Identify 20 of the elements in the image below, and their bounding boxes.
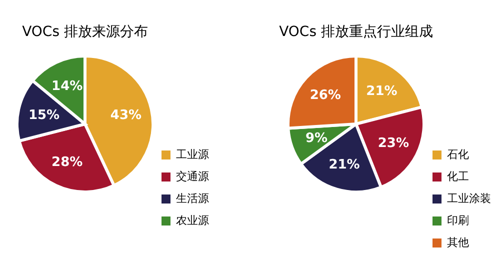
legend-label: 农业源 [176, 214, 209, 227]
legend-label: 印刷 [447, 214, 469, 227]
legend-label: 生活源 [176, 192, 209, 205]
data-label: 28% [52, 155, 83, 170]
data-label: 14% [52, 78, 83, 94]
data-label: 21% [366, 84, 398, 99]
data-label: 43% [110, 108, 142, 123]
data-label: 9% [305, 131, 328, 146]
chart-title: VOCs 排放来源分布 [22, 24, 148, 40]
legend-label: 交通源 [176, 170, 209, 183]
legend-label: 其他 [447, 236, 469, 249]
legend-label: 工业涂装 [447, 192, 491, 205]
legend-label: 石化 [447, 148, 469, 161]
legend-label: 化工 [447, 170, 469, 183]
chart-title: VOCs 排放重点行业组成 [279, 24, 433, 40]
data-label: 15% [28, 108, 60, 123]
data-label: 26% [310, 88, 341, 104]
data-label: 21% [328, 157, 360, 172]
legend-label: 工业源 [176, 148, 209, 161]
data-label: 23% [378, 136, 409, 152]
